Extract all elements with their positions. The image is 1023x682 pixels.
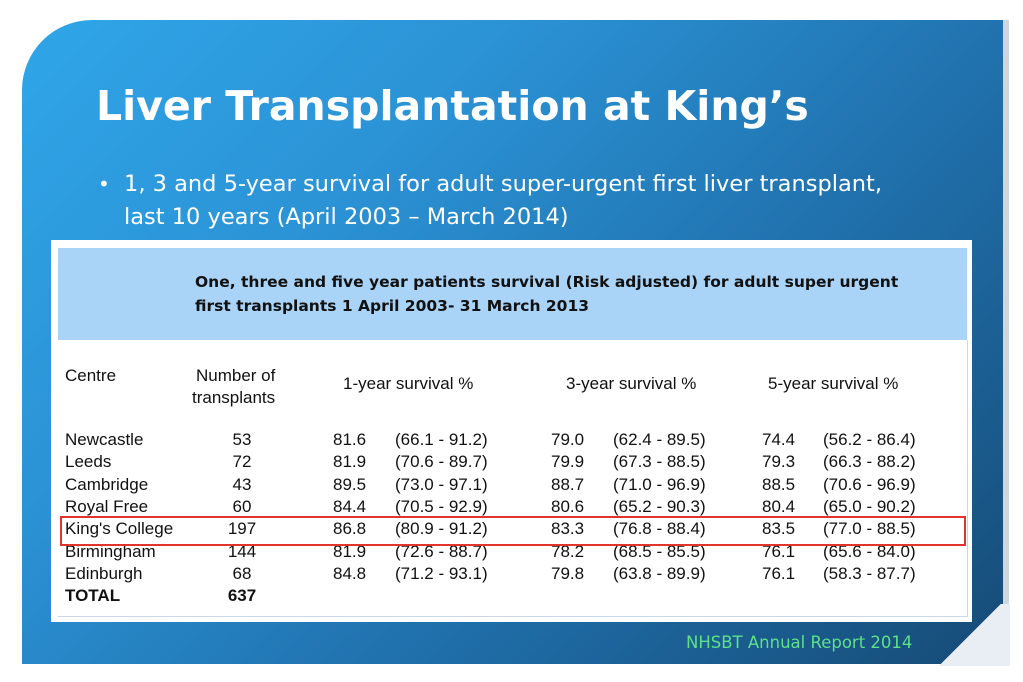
- table-cell-n: 43: [232, 474, 252, 494]
- table-cell-y1: 86.8: [333, 519, 367, 539]
- table-cell-y3: 79.9: [551, 452, 585, 472]
- page-curl: [930, 604, 1010, 666]
- table-cell-y3ci: (71.0 - 96.9): [613, 474, 706, 494]
- col-header-number-2: transplants: [192, 388, 276, 407]
- table-cell-y5ci: (65.6 - 84.0): [823, 541, 916, 561]
- slide-edge: [1003, 20, 1009, 664]
- total-count: 637: [227, 586, 257, 605]
- table-cell-y5ci: (65.0 - 90.2): [823, 496, 916, 516]
- table-cell-y1ci: (73.0 - 97.1): [395, 474, 488, 494]
- table-cell-y3ci: (67.3 - 88.5): [613, 452, 706, 472]
- table-cell-y3ci: (68.5 - 85.5): [613, 541, 706, 561]
- table-cell-y5ci: (66.3 - 88.2): [823, 452, 916, 472]
- col-header-centre: Centre: [65, 366, 117, 385]
- table-cell-n: 72: [232, 452, 252, 472]
- table-cell-y3: 80.6: [551, 496, 585, 516]
- col-header-1yr: 1-year survival %: [343, 374, 474, 393]
- table-cell-y1ci: (71.2 - 93.1): [395, 563, 488, 583]
- table-cell-y5ci: (70.6 - 96.9): [823, 474, 916, 494]
- col-header-5yr: 5-year survival %: [768, 374, 899, 393]
- table-cell-y1ci: (70.6 - 89.7): [395, 452, 488, 472]
- table-cell-y5: 83.5: [762, 519, 796, 539]
- table-cell-y3: 83.3: [551, 519, 585, 539]
- col-header-number-1: Number of: [196, 366, 276, 385]
- table-cell-n: 144: [227, 541, 257, 561]
- table-cell-y5ci: (77.0 - 88.5): [823, 519, 916, 539]
- survival-table: [58, 340, 968, 617]
- table-cell-y5: 80.4: [762, 496, 796, 516]
- table-cell-y1: 81.9: [333, 452, 367, 472]
- slide-title: Liver Transplantation at King’s: [96, 82, 809, 130]
- table-cell-y1ci: (72.6 - 88.7): [395, 541, 488, 561]
- table-cell-n: 60: [232, 496, 252, 516]
- total-label: TOTAL: [65, 586, 121, 605]
- footer-source: NHSBT Annual Report 2014: [686, 633, 913, 652]
- col-header-3yr: 3-year survival %: [566, 374, 697, 393]
- table-cell-y1: 84.8: [333, 563, 367, 583]
- table-cell-n: 68: [232, 563, 252, 583]
- table-cell-y5: 88.5: [762, 474, 796, 494]
- table-cell-y3: 79.0: [551, 430, 585, 449]
- table-cell-y1ci: (70.5 - 92.9): [395, 496, 488, 516]
- table-cell-y3: 79.8: [551, 563, 585, 583]
- table-cell-y3ci: (65.2 - 90.3): [613, 496, 706, 516]
- table-cell-centre: Newcastle: [65, 430, 144, 449]
- table-cell-y1ci: (80.9 - 91.2): [395, 519, 488, 539]
- table-cell-y3: 78.2: [551, 541, 585, 561]
- table-cell-y5: 76.1: [762, 563, 796, 583]
- table-caption-band: [58, 248, 967, 340]
- table-cell-n: 197: [227, 519, 257, 539]
- kings-college-highlight: [60, 516, 966, 546]
- table-cell-y3ci: (62.4 - 89.5): [613, 430, 706, 449]
- table-cell-centre: King's College: [65, 519, 174, 539]
- table-cell-y1: 81.6: [333, 430, 367, 449]
- table-cell-y1: 84.4: [333, 496, 367, 516]
- table-cell-y5: 79.3: [762, 452, 796, 472]
- table-cell-centre: Birmingham: [65, 541, 156, 561]
- table-cell-y3: 88.7: [551, 474, 585, 494]
- table-cell-y5ci: (56.2 - 86.4): [823, 430, 916, 449]
- table-cell-y5ci: (58.3 - 87.7): [823, 563, 916, 583]
- table-cell-y1: 89.5: [333, 474, 367, 494]
- table-cell-y3ci: (76.8 - 88.4): [613, 519, 706, 539]
- table-cell-centre: Edinburgh: [65, 563, 143, 583]
- table-cell-centre: Royal Free: [65, 496, 149, 516]
- table-cell-centre: Leeds: [65, 452, 112, 472]
- table-cell-n: 53: [232, 430, 252, 449]
- table-cell-y1ci: (66.1 - 91.2): [395, 430, 488, 449]
- table-cell-y3ci: (63.8 - 89.9): [613, 563, 706, 583]
- table-cell-y5: 74.4: [762, 430, 796, 449]
- bullet-text: 1, 3 and 5-year survival for adult super…: [124, 171, 883, 230]
- table-caption: One, three and five year patients surviv…: [195, 273, 899, 315]
- table-cell-centre: Cambridge: [65, 474, 149, 494]
- table-cell-y5: 76.1: [762, 541, 796, 561]
- table-cell-y1: 81.9: [333, 541, 367, 561]
- bullet-icon: •: [98, 172, 110, 196]
